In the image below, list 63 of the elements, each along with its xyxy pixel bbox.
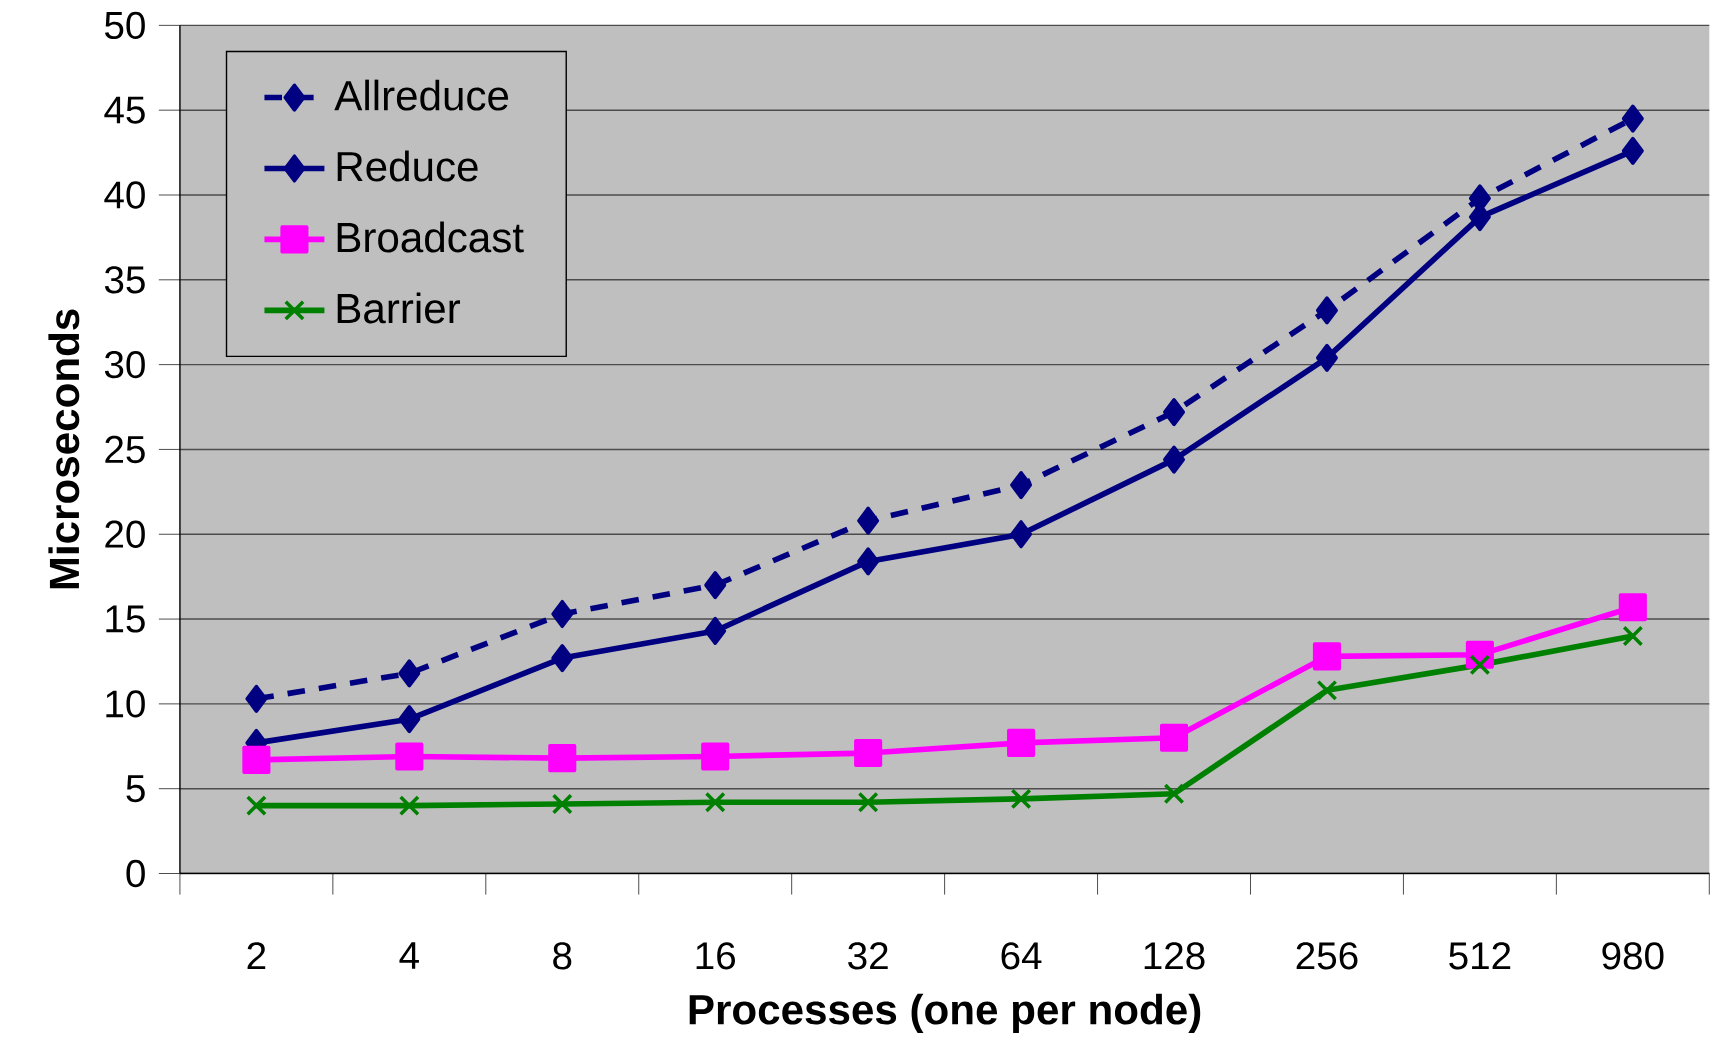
x-tick-label: 64 — [1001, 942, 1042, 970]
y-tick-label: 15 — [106, 605, 145, 633]
x-tick-label: 512 — [1449, 942, 1511, 970]
point — [245, 684, 268, 713]
y-tick-label: 45 — [104, 96, 145, 124]
y-tick-label: 35 — [104, 266, 145, 294]
y-tick-label: 10 — [106, 690, 145, 718]
x-axis-title: Processes (one per node) — [689, 993, 1201, 1033]
point — [857, 506, 880, 535]
point — [704, 616, 727, 645]
point — [1010, 470, 1033, 500]
y-tick-label: 0 — [126, 859, 145, 888]
point — [548, 744, 577, 773]
point — [1622, 625, 1644, 647]
point — [704, 571, 727, 600]
y-tick-label: 25 — [105, 435, 145, 464]
point — [1621, 136, 1644, 165]
x-tick-label: 256 — [1296, 942, 1358, 970]
x-tick-label: 980 — [1602, 942, 1664, 970]
point — [1315, 296, 1338, 325]
point — [857, 791, 879, 813]
legend-label: Allreduce — [334, 79, 509, 111]
x-tick-label: 8 — [553, 942, 572, 970]
point — [1159, 723, 1189, 752]
point — [395, 742, 424, 771]
point — [551, 599, 574, 629]
y-axis-title: Microseconds — [48, 309, 80, 589]
x-tick-label: 16 — [696, 942, 735, 970]
point — [398, 705, 421, 734]
legend-label: Barrier — [337, 292, 461, 324]
y-tick-label: 40 — [104, 181, 145, 209]
point — [242, 745, 271, 774]
point — [1163, 398, 1186, 427]
x-tick-label: 2 — [247, 942, 266, 970]
point — [1163, 445, 1186, 474]
point — [1312, 642, 1342, 671]
point — [1163, 783, 1185, 805]
y-tick-label: 5 — [126, 775, 145, 803]
point — [701, 742, 730, 771]
point — [854, 739, 883, 768]
point — [1469, 654, 1491, 676]
point — [398, 659, 421, 688]
y-tick-label: 50 — [104, 11, 145, 40]
y-tick-label: 20 — [105, 520, 145, 548]
legend-label: Reduce — [337, 150, 478, 182]
point — [245, 795, 267, 817]
x-tick-label: 32 — [848, 942, 888, 970]
point — [1010, 520, 1033, 549]
point — [1316, 679, 1338, 701]
point — [398, 795, 420, 817]
y-tick-label: 30 — [104, 350, 145, 379]
point — [704, 791, 726, 813]
point — [1618, 593, 1647, 622]
legend-label: Broadcast — [337, 221, 524, 253]
point — [1007, 728, 1036, 757]
point — [1010, 788, 1032, 810]
point — [1315, 343, 1338, 372]
point — [1621, 104, 1644, 133]
x-tick-label: 128 — [1144, 942, 1205, 970]
point — [551, 644, 574, 673]
point — [551, 793, 573, 815]
point — [857, 547, 880, 576]
x-tick-label: 4 — [399, 942, 419, 969]
